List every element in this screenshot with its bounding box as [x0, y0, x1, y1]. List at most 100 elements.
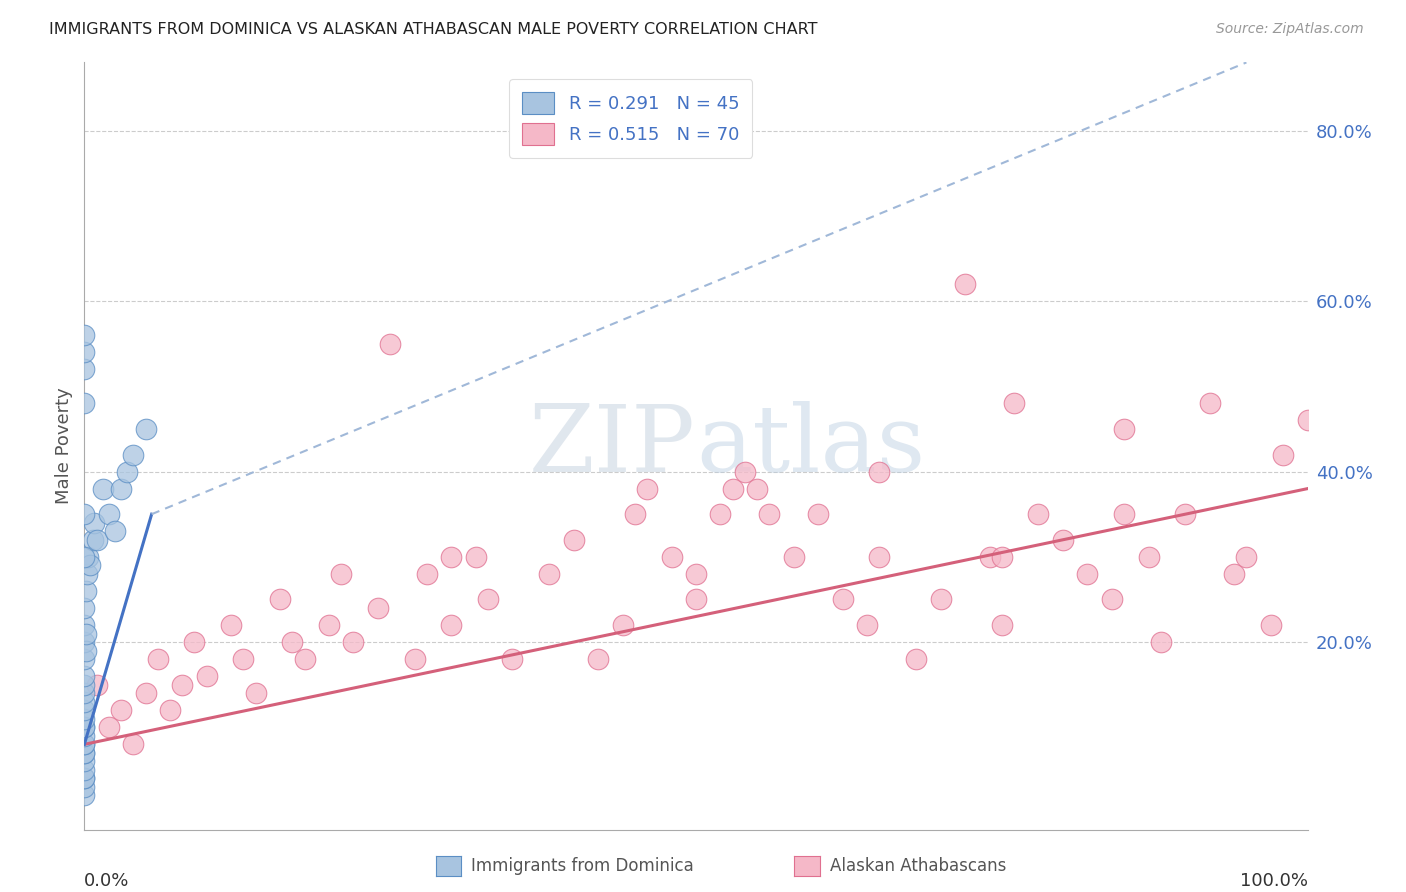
Point — [440, 618, 463, 632]
Point — [991, 618, 1014, 632]
Point — [734, 465, 756, 479]
Text: 0.0%: 0.0% — [84, 871, 129, 889]
Point — [330, 566, 353, 581]
Point — [75, 583, 97, 598]
Point — [86, 678, 108, 692]
Point — [159, 703, 181, 717]
Point — [97, 507, 120, 521]
Point — [953, 277, 976, 291]
Point — [747, 482, 769, 496]
Point — [807, 507, 830, 521]
Point — [73, 549, 96, 564]
Point — [1150, 635, 1173, 649]
Point — [73, 703, 96, 717]
Point — [1137, 549, 1160, 564]
Point — [685, 566, 707, 581]
Point — [73, 678, 96, 692]
Point — [75, 626, 97, 640]
Point — [245, 686, 267, 700]
Point — [172, 678, 194, 692]
Point — [115, 465, 138, 479]
Point — [1114, 422, 1136, 436]
Point — [586, 652, 609, 666]
Point — [869, 549, 891, 564]
Text: Alaskan Athabascans: Alaskan Athabascans — [830, 857, 1005, 875]
Point — [73, 328, 96, 343]
Point — [76, 566, 98, 581]
Point — [73, 618, 96, 632]
Point — [856, 618, 879, 632]
Point — [73, 729, 96, 743]
Point — [73, 345, 96, 359]
Point — [294, 652, 316, 666]
Point — [685, 592, 707, 607]
Point — [110, 482, 132, 496]
Point — [73, 635, 96, 649]
Point — [79, 558, 101, 573]
Point — [146, 652, 169, 666]
Point — [97, 720, 120, 734]
Point — [104, 524, 127, 539]
Point — [477, 592, 499, 607]
Point — [831, 592, 853, 607]
Text: ZIP: ZIP — [529, 401, 696, 491]
Point — [73, 669, 96, 683]
Point — [758, 507, 780, 521]
Point — [73, 772, 96, 786]
Point — [1101, 592, 1123, 607]
Point — [783, 549, 806, 564]
Point — [721, 482, 744, 496]
Point — [367, 601, 389, 615]
Point — [73, 652, 96, 666]
Point — [380, 336, 402, 351]
Point — [709, 507, 731, 521]
Point — [73, 720, 96, 734]
Point — [219, 618, 242, 632]
Point — [562, 533, 585, 547]
Point — [979, 549, 1001, 564]
Point — [1296, 413, 1319, 427]
Point — [1236, 549, 1258, 564]
Point — [661, 549, 683, 564]
Point — [1174, 507, 1197, 521]
Text: Immigrants from Dominica: Immigrants from Dominica — [471, 857, 693, 875]
Point — [73, 755, 96, 769]
Point — [122, 737, 145, 751]
Point — [75, 643, 97, 657]
Point — [1002, 396, 1025, 410]
Point — [612, 618, 634, 632]
Point — [73, 746, 96, 760]
Point — [82, 533, 104, 547]
Point — [281, 635, 304, 649]
Point — [624, 507, 647, 521]
Point — [73, 720, 96, 734]
Point — [538, 566, 561, 581]
Point — [73, 712, 96, 726]
Point — [269, 592, 291, 607]
Point — [73, 695, 96, 709]
Point — [1260, 618, 1282, 632]
Text: atlas: atlas — [696, 401, 925, 491]
Point — [73, 362, 96, 376]
Text: Source: ZipAtlas.com: Source: ZipAtlas.com — [1216, 22, 1364, 37]
Point — [135, 422, 157, 436]
Point — [869, 465, 891, 479]
Text: 100.0%: 100.0% — [1240, 871, 1308, 889]
Point — [73, 746, 96, 760]
Point — [195, 669, 218, 683]
Point — [91, 482, 114, 496]
Point — [122, 448, 145, 462]
Text: IMMIGRANTS FROM DOMINICA VS ALASKAN ATHABASCAN MALE POVERTY CORRELATION CHART: IMMIGRANTS FROM DOMINICA VS ALASKAN ATHA… — [49, 22, 818, 37]
Point — [1223, 566, 1246, 581]
Point — [404, 652, 426, 666]
Point — [502, 652, 524, 666]
Point — [73, 601, 96, 615]
Legend: R = 0.291   N = 45, R = 0.515   N = 70: R = 0.291 N = 45, R = 0.515 N = 70 — [509, 79, 752, 158]
Point — [77, 549, 100, 564]
Point — [342, 635, 364, 649]
Point — [73, 686, 96, 700]
Point — [905, 652, 928, 666]
Point — [440, 549, 463, 564]
Point — [232, 652, 254, 666]
Point — [636, 482, 658, 496]
